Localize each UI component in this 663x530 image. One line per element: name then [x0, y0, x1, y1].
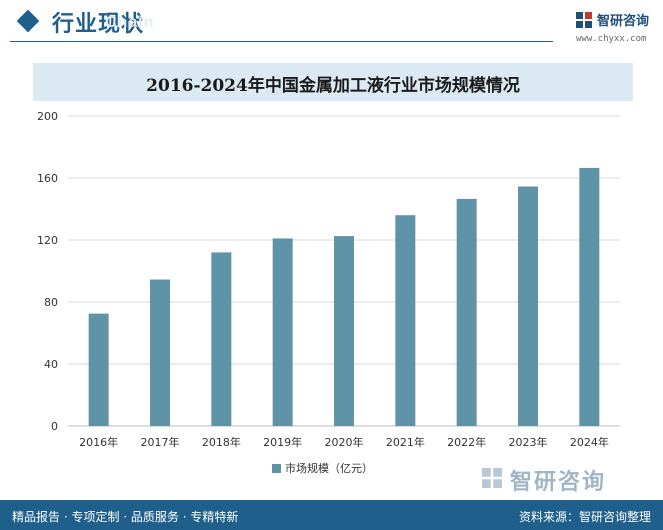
x-tick-label: 2016年: [79, 435, 118, 449]
y-axis: 0 40 80 120 160 200: [37, 110, 58, 433]
x-tick-label: 2022年: [447, 435, 486, 449]
brand-logo-icon: [576, 12, 592, 28]
bar: [88, 313, 109, 426]
bar: [334, 236, 354, 426]
x-tick-label: 2017年: [141, 435, 180, 449]
header-divider: [10, 41, 553, 42]
y-tick-label: 120: [37, 234, 58, 247]
bar: [150, 279, 170, 426]
bar-layer: [88, 167, 600, 427]
x-axis: 2016年 2017年 2018年 2019年 2020年 2021年 2022年 2023年…: [79, 435, 609, 449]
bar: [518, 186, 538, 426]
x-tick-label: 2019年: [263, 435, 302, 449]
brand-site: www.chyxx.com: [576, 34, 647, 44]
chart-title-bar: 2016-2024年中国金属加工液行业市场规模情况: [33, 63, 633, 101]
bar: [395, 215, 416, 426]
y-tick-label: 40: [44, 358, 58, 371]
bar-chart: 0 40 80 120 160 200 2016年 2017年 2018年 2019年 2020年…: [37, 110, 620, 449]
brand-logo-bottom: 智研咨询: [482, 464, 652, 495]
section-title: 行业现状: [52, 12, 145, 37]
footer-bar: 精品报告 · 专项定制 · 品质服务 · 专精特新 资料来源：智研咨询整理: [0, 500, 663, 530]
y-tick-label: 80: [44, 296, 58, 309]
y-tick-label: 160: [37, 172, 58, 185]
x-tick-label: 2024年: [570, 435, 609, 449]
bar: [579, 167, 600, 427]
ghost-watermark-text: Chain: [105, 14, 155, 31]
bar: [456, 198, 477, 426]
legend-swatch: [272, 464, 281, 473]
y-tick-label: 0: [51, 420, 58, 433]
x-tick-label: 2021年: [386, 435, 425, 449]
x-tick-label: 2020年: [325, 435, 364, 449]
legend-label: 市场规模（亿元）: [285, 462, 373, 475]
section-header: 行业现状 Chain: [0, 0, 663, 44]
bar: [272, 238, 293, 426]
chart-title: 2016-2024年中国金属加工液行业市场规模情况: [146, 76, 520, 96]
y-tick-label: 200: [37, 110, 58, 123]
brand-name: 智研咨询: [597, 14, 650, 29]
x-tick-label: 2018年: [202, 435, 241, 449]
brand-name-bottom: 智研咨询: [510, 470, 607, 495]
brand-logo-bottom-icon: [482, 468, 502, 488]
footer-slogan: 精品报告 · 专项定制 · 品质服务 · 专精特新: [12, 510, 239, 524]
bar: [211, 252, 232, 426]
footer-source: 资料来源：智研咨询整理: [518, 510, 651, 524]
brand-logo: 智研咨询 www.chyxx.com: [576, 8, 660, 48]
x-tick-label: 2023年: [509, 435, 548, 449]
